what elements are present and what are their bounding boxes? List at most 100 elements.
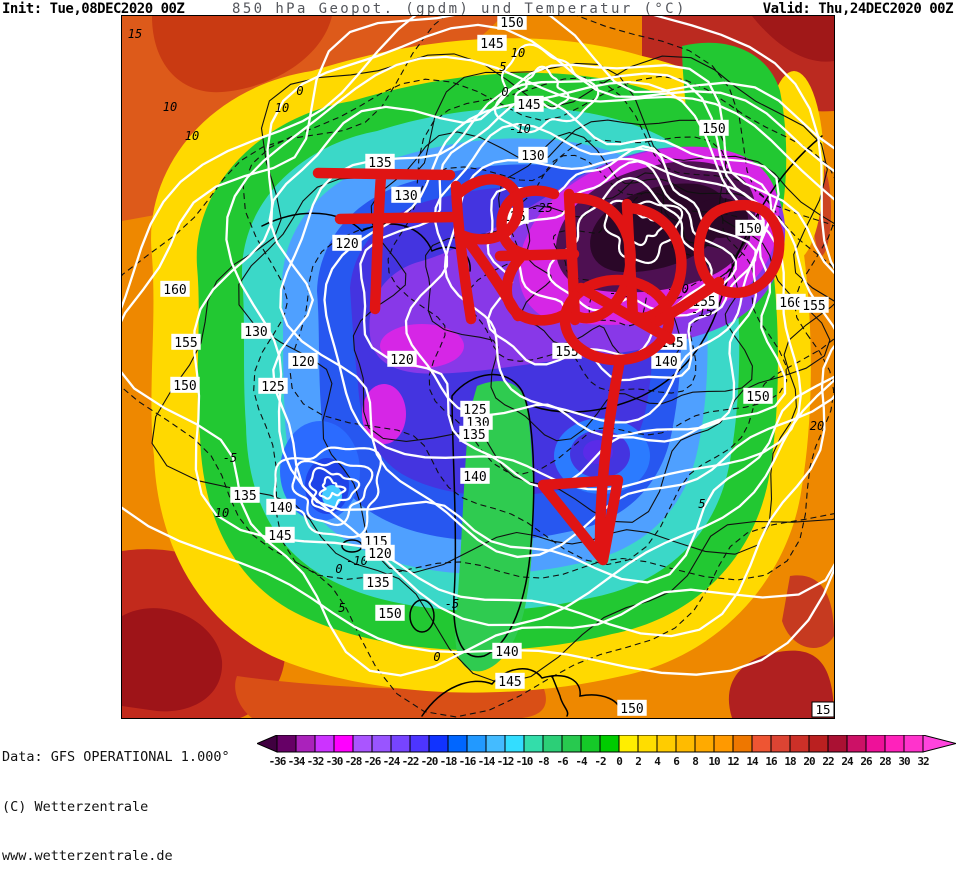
geopotential-contour (323, 80, 802, 491)
label-box (492, 642, 522, 659)
colorbar-segment (371, 734, 392, 753)
colorbar-segment (428, 734, 449, 753)
label-text: 135 (368, 156, 391, 171)
geopotential-label: 150 (735, 219, 765, 237)
colorbar-segment (580, 734, 601, 753)
label-box (495, 672, 525, 689)
geopotential-contour (359, 96, 787, 490)
label-box (365, 544, 395, 561)
temperature-label: 10 (511, 46, 525, 60)
colorbar-tick-label: -4 (575, 755, 588, 768)
label-text: 135 (366, 576, 389, 591)
label-text: 120 (390, 353, 413, 368)
colorbar-tick-label: -12 (497, 755, 514, 768)
geopotential-contour-closed (318, 475, 347, 500)
temperature-label: 10 (163, 100, 177, 114)
arrow-shaft (594, 354, 626, 550)
label-box (460, 467, 490, 484)
colorbar-tick-label: 6 (673, 755, 680, 768)
temperature-label: 10 (275, 101, 289, 115)
colorbar-right-arrow (922, 734, 956, 753)
geopotential-label: 145 (514, 95, 544, 113)
temperature-label: 5 (698, 497, 705, 511)
colorbar-segment (276, 734, 297, 753)
label-text: 145 (268, 529, 291, 544)
label-text: 160 (779, 296, 802, 311)
geopotential-label: 140 (651, 352, 681, 370)
colorbar-tick-label: 32 (917, 755, 929, 768)
label-box (460, 400, 490, 417)
label-box (459, 425, 489, 442)
label-box (617, 699, 647, 716)
label-text: 120 (291, 355, 314, 370)
colorbar-segment (827, 734, 848, 753)
colorbar-segment (675, 734, 696, 753)
colorbar-segment (751, 734, 772, 753)
label-text: 145 (498, 675, 521, 690)
geopotential-label: 145 (265, 526, 295, 544)
geopotential-label: 140 (492, 642, 522, 660)
circle-slash (575, 282, 676, 345)
geopotential-contour-closed (493, 43, 600, 134)
letter-F (312, 167, 461, 315)
colorbar-segment (333, 734, 354, 753)
colorbar-tick-label: -32 (307, 755, 324, 768)
colorbar-segment (789, 734, 810, 753)
temperature-label: -10 (509, 122, 531, 136)
label-text: 155 (802, 299, 825, 314)
label-text: 15 (815, 702, 830, 717)
temperature-label: -5 (445, 597, 459, 611)
freddo-annotation (312, 167, 785, 566)
temperature-label: 0 (335, 562, 342, 576)
label-box (387, 350, 417, 367)
colorbar-segment (656, 734, 677, 753)
colorbar-tick-label: -26 (364, 755, 382, 768)
temperature-label: 0 (296, 84, 303, 98)
letter-D2 (621, 198, 687, 324)
colorbar-tick-label: -24 (383, 755, 401, 768)
colorbar-tick-label: 18 (784, 755, 796, 768)
label-text: 145 (480, 37, 503, 52)
label-text: 160 (163, 283, 186, 298)
label-text: 130 (394, 189, 417, 204)
label-text: 130 (244, 325, 267, 340)
geopotential-label: 125 (258, 377, 288, 395)
label-box (497, 13, 527, 30)
label-text: 140 (463, 470, 486, 485)
colorbar-tick-label: 14 (746, 755, 759, 768)
colorbar-tick-label: 30 (898, 755, 910, 768)
label-text: 130 (521, 149, 544, 164)
colorbar-tick-label: 22 (822, 755, 834, 768)
letter-E (494, 185, 580, 326)
label-text: 150 (746, 390, 769, 405)
label-box (514, 95, 544, 112)
geopotential-label: 130 (391, 186, 421, 204)
geopotential-contour (486, 145, 757, 382)
temperature-label: 20 (810, 419, 824, 433)
label-text: 135 (462, 428, 485, 443)
colorbar-tick-label: 28 (879, 755, 891, 768)
geopotential-label: 120 (332, 234, 362, 252)
colorbar-tick-label: 4 (654, 755, 661, 768)
geopotential-contour-closed (514, 65, 570, 110)
data-source-line: Data: GFS OPERATIONAL 1.000° (2, 749, 230, 765)
geopotential-contour-closed (291, 459, 374, 527)
colorbar-segment (352, 734, 373, 753)
label-box (170, 376, 200, 393)
label-text: 140 (654, 355, 677, 370)
geopotential-label: 130 (241, 322, 271, 340)
temperature-label: 0 (433, 650, 440, 664)
temperature-contour (242, 75, 840, 581)
temperature-label: 5 (338, 601, 345, 615)
geopotential-label: 160 (160, 280, 190, 298)
map-title: 850 hPa Geopot. (gpdm) und Temperatur (°… (232, 1, 687, 17)
label-text: 150 (378, 607, 401, 622)
temperature-label: 10 (215, 506, 229, 520)
colorbar-tick-label: 2 (635, 755, 641, 768)
colorbar-segment (884, 734, 905, 753)
colorbar-segment (846, 734, 867, 753)
colorbar-tick-label: -6 (556, 755, 569, 768)
label-box (266, 498, 296, 515)
